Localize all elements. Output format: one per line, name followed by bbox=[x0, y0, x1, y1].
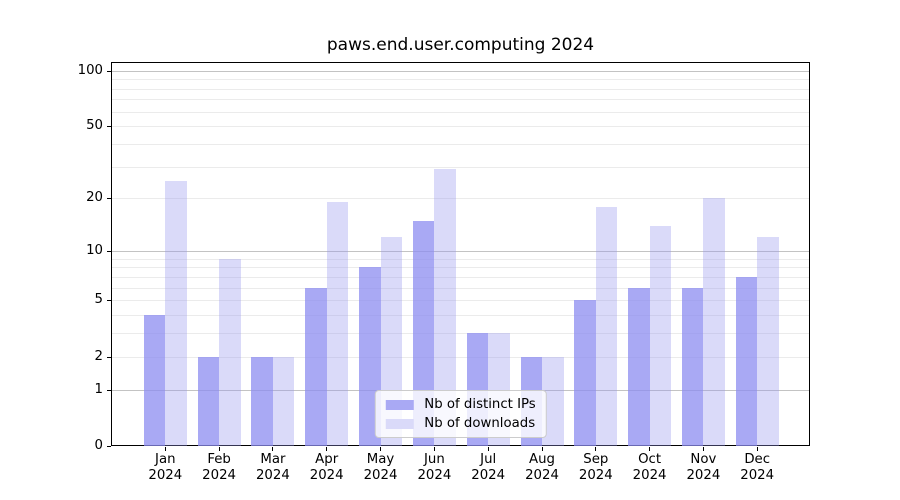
y-tick-10 bbox=[107, 251, 111, 252]
legend-item-distinct-ips: Nb of distinct IPs bbox=[385, 395, 536, 414]
x-tick-label-nov: Nov 2024 bbox=[686, 452, 721, 483]
y-tick-50 bbox=[107, 126, 111, 128]
gridline-minor-6 bbox=[112, 287, 809, 289]
gridline-100 bbox=[112, 70, 809, 72]
bar-ips-apr bbox=[305, 287, 327, 446]
x-tick-apr bbox=[326, 447, 328, 451]
legend-label-downloads: Nb of downloads bbox=[424, 416, 536, 431]
x-tick-mar bbox=[272, 447, 274, 451]
x-tick-sep bbox=[595, 447, 597, 451]
legend-item-downloads: Nb of downloads bbox=[385, 414, 535, 433]
x-tick-label-apr: Apr 2024 bbox=[309, 452, 344, 483]
bar-ips-jan bbox=[143, 315, 166, 446]
gridline-minor-80 bbox=[112, 88, 809, 90]
y-tick-0 bbox=[107, 446, 111, 447]
bar-ips-oct bbox=[628, 287, 650, 446]
bar-ips-sep bbox=[574, 300, 596, 446]
bar-ips-jun bbox=[412, 220, 435, 446]
gridline-10 bbox=[112, 251, 809, 252]
bar-downloads-sep bbox=[595, 206, 618, 446]
y-tick-label-1: 1 bbox=[94, 381, 103, 397]
y-tick-label-50: 50 bbox=[86, 118, 103, 134]
chart-title: paws.end.user.computing 2024 bbox=[326, 35, 595, 55]
gridline-minor-70 bbox=[112, 99, 809, 101]
gridline-minor-9 bbox=[112, 258, 809, 260]
bar-downloads-oct bbox=[649, 225, 672, 446]
x-tick-label-may: May 2024 bbox=[363, 452, 398, 483]
x-tick-label-oct: Oct 2024 bbox=[632, 452, 667, 483]
bar-downloads-aug bbox=[542, 356, 564, 446]
x-tick-label-mar: Mar 2024 bbox=[255, 452, 290, 483]
x-tick-oct bbox=[649, 447, 651, 451]
gridline-minor-4 bbox=[112, 315, 809, 317]
legend-label-distinct-ips: Nb of distinct IPs bbox=[424, 397, 536, 412]
x-tick-label-jan: Jan 2024 bbox=[148, 452, 183, 483]
gridline-5 bbox=[112, 300, 809, 302]
bar-ips-mar bbox=[251, 356, 273, 446]
gridline-minor-3 bbox=[112, 333, 809, 335]
y-tick-1 bbox=[107, 389, 111, 391]
gridline-minor-30 bbox=[112, 166, 809, 168]
x-tick-label-feb: Feb 2024 bbox=[202, 452, 237, 483]
bar-downloads-nov bbox=[703, 198, 725, 446]
gridline-minor-90 bbox=[112, 79, 809, 81]
x-tick-aug bbox=[541, 447, 543, 451]
y-tick-100 bbox=[107, 70, 111, 72]
bar-downloads-apr bbox=[326, 202, 349, 446]
legend-swatch-distinct-ips bbox=[385, 399, 414, 410]
y-tick-20 bbox=[107, 198, 111, 200]
bar-ips-dec bbox=[735, 276, 758, 446]
bar-ips-nov bbox=[681, 287, 704, 446]
y-tick-label-2: 2 bbox=[94, 348, 103, 364]
bar-downloads-jan bbox=[165, 181, 187, 446]
x-tick-may bbox=[380, 447, 381, 451]
y-tick-label-100: 100 bbox=[77, 62, 103, 78]
bar-downloads-jun bbox=[434, 169, 456, 446]
x-tick-nov bbox=[702, 447, 704, 451]
y-tick-2 bbox=[107, 356, 111, 358]
x-tick-label-aug: Aug 2024 bbox=[525, 452, 559, 483]
x-tick-jan bbox=[164, 447, 166, 451]
gridline-2 bbox=[112, 356, 809, 358]
legend: Nb of distinct IPs Nb of downloads bbox=[374, 390, 547, 438]
x-tick-label-sep: Sep 2024 bbox=[578, 452, 613, 483]
y-tick-label-20: 20 bbox=[86, 190, 103, 206]
bar-downloads-mar bbox=[272, 356, 295, 446]
x-tick-label-jul: Jul 2024 bbox=[471, 452, 506, 483]
x-tick-label-jun: Jun 2024 bbox=[417, 452, 452, 483]
bar-downloads-dec bbox=[757, 237, 779, 446]
x-tick-jul bbox=[487, 447, 489, 451]
x-tick-jun bbox=[433, 447, 435, 451]
gridline-20 bbox=[112, 198, 809, 200]
plot-area: Nb of distinct IPs Nb of downloads bbox=[111, 62, 810, 446]
y-tick-5 bbox=[107, 300, 111, 302]
bar-ips-feb bbox=[197, 356, 220, 446]
legend-swatch-downloads bbox=[385, 418, 414, 429]
y-tick-label-0: 0 bbox=[94, 438, 103, 453]
y-tick-label-5: 5 bbox=[94, 292, 103, 308]
bar-downloads-feb bbox=[219, 258, 241, 446]
gridline-minor-40 bbox=[112, 144, 809, 145]
y-tick-label-10: 10 bbox=[86, 243, 103, 258]
x-tick-dec bbox=[756, 447, 758, 451]
gridline-minor-60 bbox=[112, 111, 809, 113]
gridline-minor-7 bbox=[112, 276, 809, 278]
gridline-minor-8 bbox=[112, 267, 809, 269]
gridline-50 bbox=[112, 126, 809, 128]
x-tick-feb bbox=[218, 447, 220, 451]
x-tick-label-dec: Dec 2024 bbox=[740, 452, 775, 483]
